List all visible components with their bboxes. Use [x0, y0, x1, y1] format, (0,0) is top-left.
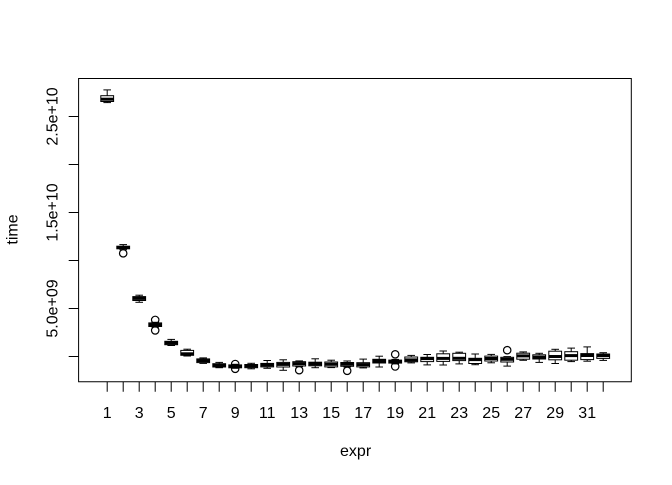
svg-text:1: 1 [103, 405, 112, 422]
svg-text:5.0e+09: 5.0e+09 [44, 279, 61, 337]
svg-text:time: time [4, 214, 21, 244]
svg-text:13: 13 [290, 405, 308, 422]
svg-text:23: 23 [450, 405, 468, 422]
svg-text:31: 31 [578, 405, 596, 422]
svg-text:expr: expr [340, 443, 372, 460]
svg-text:5: 5 [167, 405, 176, 422]
svg-text:29: 29 [546, 405, 564, 422]
svg-text:9: 9 [231, 405, 240, 422]
svg-text:25: 25 [482, 405, 500, 422]
svg-text:3: 3 [135, 405, 144, 422]
svg-text:2.5e+10: 2.5e+10 [44, 87, 61, 145]
svg-text:7: 7 [199, 405, 208, 422]
svg-text:19: 19 [386, 405, 404, 422]
svg-text:21: 21 [418, 405, 436, 422]
svg-text:27: 27 [514, 405, 532, 422]
svg-text:1.5e+10: 1.5e+10 [44, 183, 61, 241]
svg-text:17: 17 [354, 405, 372, 422]
svg-text:11: 11 [259, 405, 276, 422]
svg-text:15: 15 [322, 405, 340, 422]
